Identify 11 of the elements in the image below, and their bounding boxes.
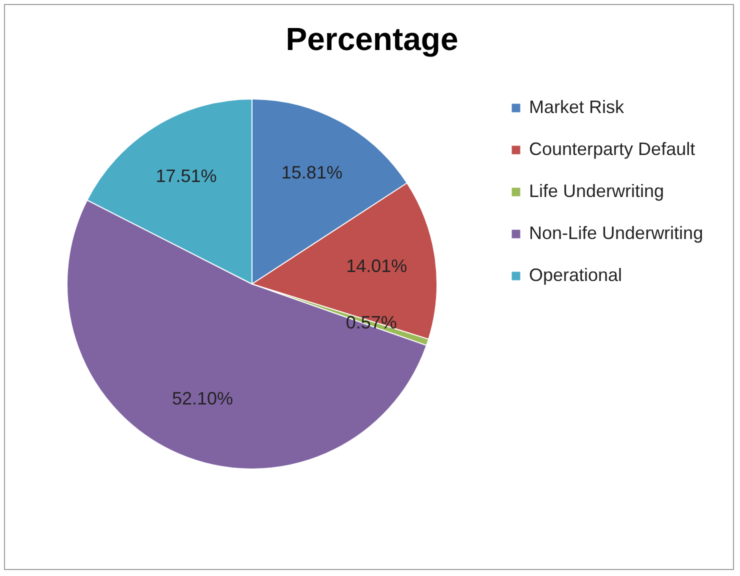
data-label: 15.81% <box>281 162 342 182</box>
data-label: 17.51% <box>156 166 217 186</box>
legend-label: Counterparty Default <box>529 139 696 159</box>
data-label: 52.10% <box>172 388 234 409</box>
chart-title: Percentage <box>286 21 458 57</box>
data-label: 14.01% <box>346 256 408 276</box>
data-label: 0.57% <box>346 312 397 333</box>
legend-label: Life Underwriting <box>529 181 664 201</box>
legend-label: Operational <box>529 265 622 285</box>
legend-label: Market Risk <box>529 97 626 117</box>
legend-label: Non-Life Underwriting <box>529 223 704 243</box>
